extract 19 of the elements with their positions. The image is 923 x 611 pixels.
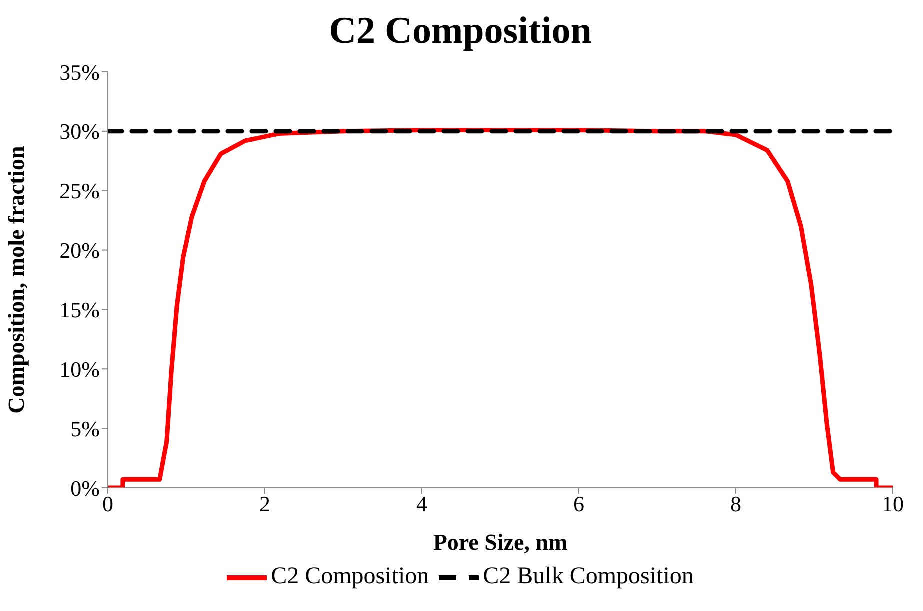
y-tick-label: 20% — [60, 238, 100, 264]
y-axis-title: Composition, mole fraction — [4, 146, 30, 414]
legend-label: C2 Composition — [271, 564, 430, 590]
y-tick-label: 0% — [70, 476, 100, 501]
y-tick-label: 15% — [60, 298, 100, 323]
x-tick-label: 4 — [416, 492, 428, 517]
y-tick-label: 10% — [60, 356, 100, 382]
y-tick-label: 25% — [60, 178, 100, 204]
y-tick-label: 30% — [60, 119, 100, 144]
y-tick-label: 5% — [70, 416, 100, 442]
legend-label: C2 Bulk Composition — [483, 564, 694, 590]
chart-title: C2 Composition — [328, 9, 593, 54]
y-tick-label: 35% — [60, 60, 100, 85]
x-tick-label: 8 — [730, 492, 742, 517]
x-tick-label: 6 — [574, 492, 584, 517]
x-tick-label: 10 — [882, 492, 904, 517]
x-tick-label: 0 — [102, 492, 114, 517]
x-tick-label: 2 — [260, 492, 270, 517]
x-axis-title: Pore Size, nm — [433, 530, 568, 555]
